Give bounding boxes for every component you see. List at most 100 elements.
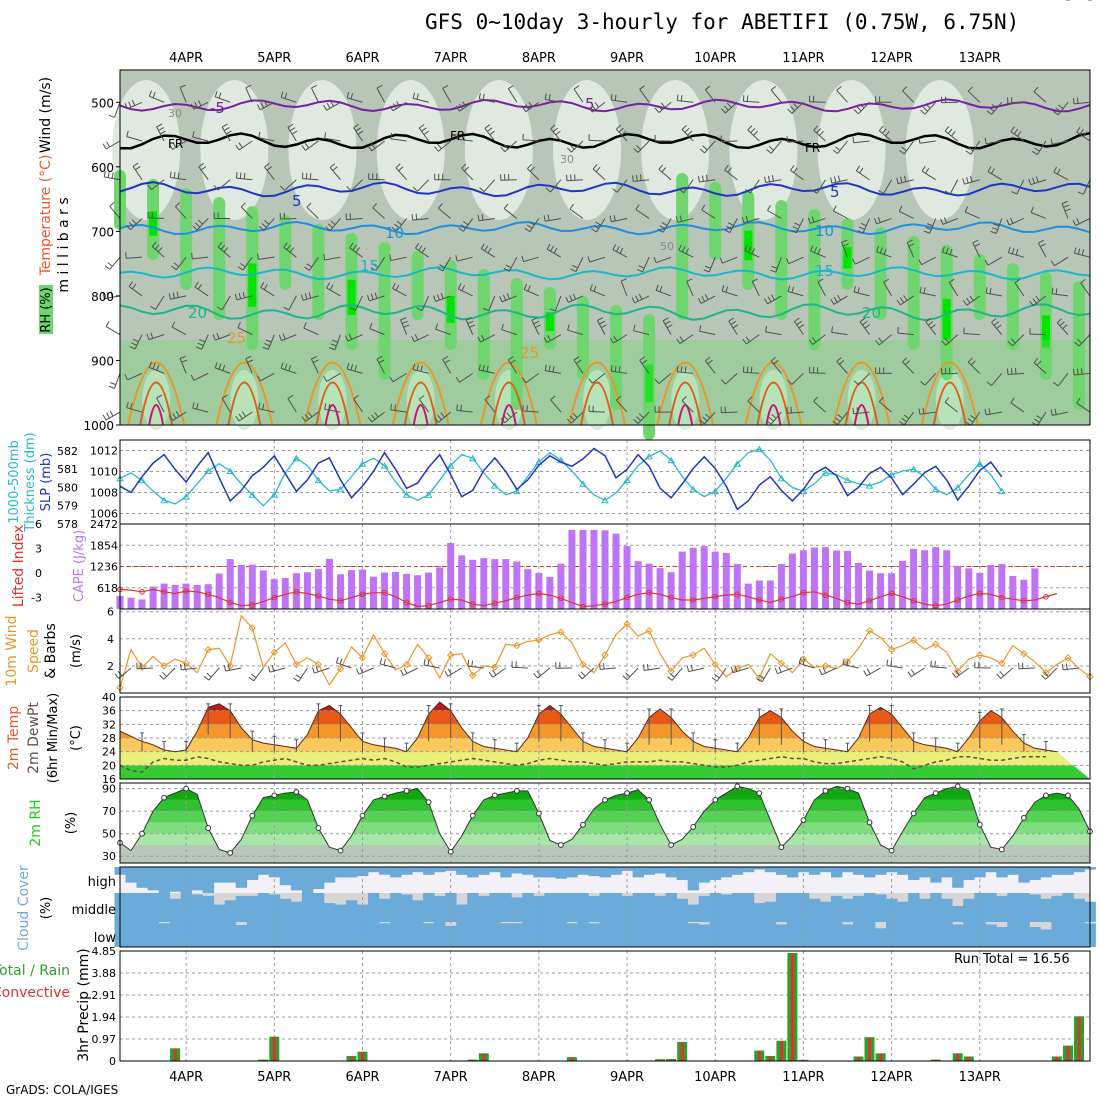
cloud-cover-bar: [930, 922, 942, 947]
wind-barb-feather: [767, 296, 772, 303]
wind-barb: [500, 179, 517, 181]
wind-barb: [642, 256, 650, 273]
wind-barb: [746, 334, 760, 345]
wind-barb-feather: [238, 413, 243, 420]
wind-barb: [149, 95, 165, 103]
wind-barb-feather: [878, 190, 884, 195]
cape-bar: [568, 529, 576, 609]
wind-barb-feather: [678, 188, 685, 194]
cloud-cover-bar: [952, 867, 964, 888]
cloud-cover-bar: [643, 867, 655, 875]
wind-barb-feather: [996, 324, 1002, 329]
cloud-cover-bar: [500, 867, 512, 878]
rh-lowlevel-moist: [120, 340, 1090, 425]
wind-units-label: (m/s): [69, 634, 84, 668]
cloud-cover-bar: [1051, 922, 1063, 947]
cloud-cover-bar: [158, 867, 170, 893]
cloud-cover-bar: [963, 898, 975, 922]
cloud-cover-bar: [753, 922, 766, 947]
wind-barb-feather: [746, 366, 749, 373]
wind-barb-feather: [311, 84, 318, 89]
wind-barb-feather: [262, 403, 265, 410]
wind-barb-feather: [816, 128, 821, 134]
cloud-cover-bar: [1062, 922, 1074, 947]
wind-barb-feather: [577, 674, 583, 680]
wind-barb: [767, 210, 782, 219]
wind-barb-feather: [102, 143, 107, 150]
cloud-cover-bar: [897, 867, 909, 875]
thickness-point: [711, 487, 720, 495]
cloud-cover-bar: [897, 901, 909, 922]
wind-barb-feather: [852, 258, 856, 265]
cloud-cover-bar: [125, 922, 137, 947]
wind-barb-feather: [280, 362, 284, 369]
wind-barb-feather: [1013, 128, 1019, 135]
slp-tick-label: 1012: [90, 445, 118, 458]
wind-barb-feather: [245, 84, 252, 89]
wind-barb-feather: [1053, 166, 1058, 173]
cloud-cover-bar: [786, 922, 799, 947]
wind-barb-feather: [500, 417, 506, 424]
wind10m-panel: [114, 609, 1094, 693]
wind-barb-feather: [503, 203, 509, 209]
wind-barb-feather: [105, 321, 110, 327]
wind-barb-feather: [1050, 409, 1053, 416]
wind-barb-feather: [990, 230, 997, 234]
wind-barb-feather: [242, 291, 245, 298]
wind-barb-feather: [859, 103, 865, 109]
wind-barb: [511, 666, 528, 669]
wind-barb: [550, 179, 562, 193]
wind-barb-feather: [482, 364, 485, 372]
wind-barb-feather: [934, 660, 936, 668]
wind-barb-feather: [793, 167, 798, 173]
wind-speed-point: [314, 660, 323, 669]
wind-barb-feather: [350, 364, 354, 371]
wind-barb-feather: [415, 213, 418, 220]
wind-barb: [302, 295, 319, 301]
contour-label: 15: [360, 257, 379, 275]
wind-barb-feather: [374, 411, 379, 418]
wind-barb: [1061, 203, 1069, 219]
wind-barb: [816, 179, 826, 194]
wind-barb-feather: [732, 324, 739, 329]
wind-barb-feather: [661, 221, 668, 226]
wind-barb-feather: [967, 418, 974, 423]
wind-barb-feather: [191, 252, 193, 259]
cloud-cover-bar: [908, 867, 920, 880]
contour-label: 10: [815, 222, 834, 240]
wind-barb-feather: [765, 325, 768, 332]
wind-barb-feather: [330, 100, 334, 107]
wind-barb-feather: [527, 163, 532, 169]
wind-barb-feather: [615, 395, 622, 401]
wind-barb-feather: [370, 293, 374, 300]
wind-barb-feather: [697, 297, 702, 304]
isotherm-30-arc: [412, 404, 429, 426]
wind-barb-feather: [154, 244, 160, 250]
wind-barb-feather: [711, 677, 718, 682]
wind-barb-feather: [951, 130, 956, 137]
wind-barb: [634, 295, 650, 304]
wind-barb-feather: [835, 417, 841, 422]
precip-tick-label: 2.91: [92, 989, 117, 1002]
wind-barb-feather: [832, 205, 837, 212]
wind-barb-feather: [642, 664, 645, 671]
wind-barb-feather: [746, 95, 749, 102]
wind-barb-feather: [536, 670, 541, 676]
wind-speed-point: [557, 628, 565, 636]
wind-barb-feather: [907, 671, 912, 677]
wind-barb: [508, 256, 518, 272]
cloud-cover-bar: [180, 893, 192, 922]
wind-barb-feather: [771, 175, 774, 182]
wind-barb: [1008, 217, 1025, 226]
cloud-cover-bar: [136, 867, 148, 888]
wind-barb-feather: [414, 243, 420, 249]
wind-barb: [442, 359, 452, 374]
cape-bar: [612, 533, 620, 609]
cape-bar: [237, 565, 245, 609]
wind-barb-feather: [391, 227, 398, 232]
wind-barb-feather: [329, 163, 336, 168]
wind-barb-feather: [659, 286, 663, 292]
wind-barb-feather: [108, 114, 115, 118]
wind-barb-feather: [903, 414, 910, 420]
